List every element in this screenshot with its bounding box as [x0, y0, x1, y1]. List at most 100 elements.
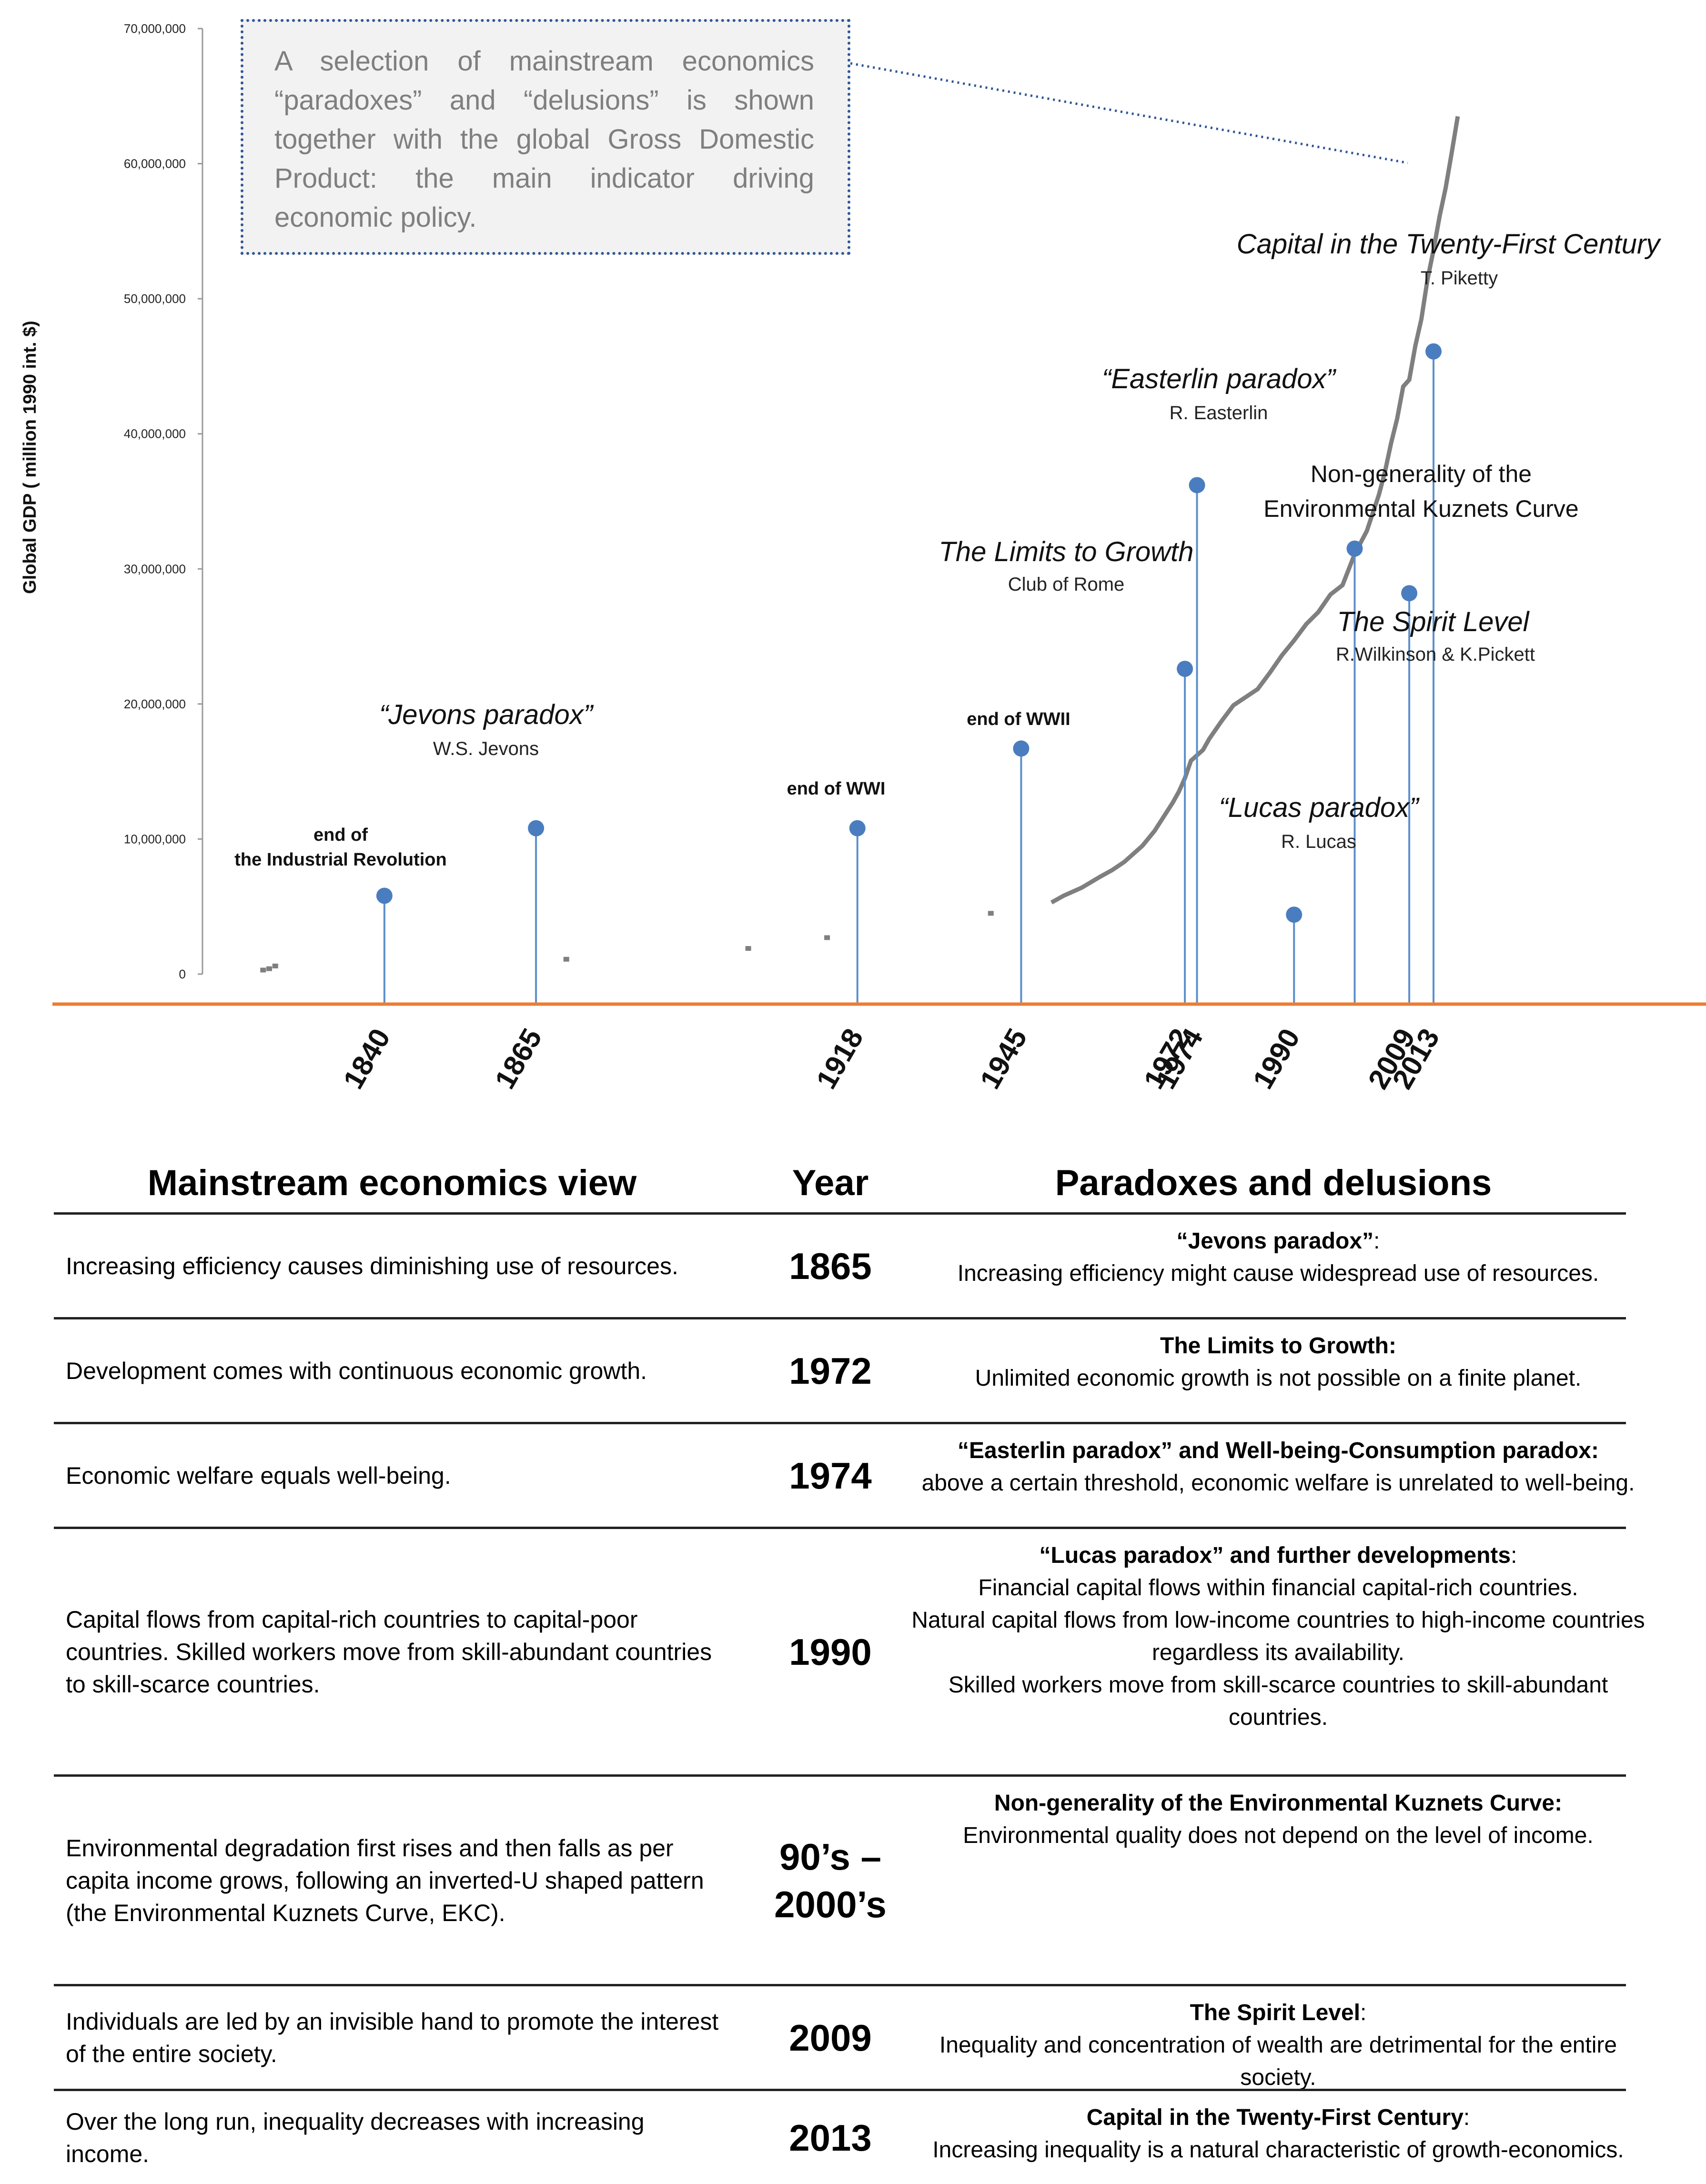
- table-row: Individuals are led by an invisible hand…: [54, 1984, 1626, 2090]
- cell-mainstream-view: Economic welfare equals well-being.: [66, 1462, 451, 1489]
- info-box-connector: [850, 62, 1408, 164]
- y-tick-label: 30,000,000: [124, 562, 186, 576]
- gdp-point: [745, 946, 751, 951]
- annotation-ekc-line2: Environmental Kuznets Curve: [1263, 495, 1578, 522]
- paradox-title-suffix: :: [1511, 1543, 1517, 1568]
- paradox-title: “Lucas paradox” and further developments: [1039, 1543, 1511, 1568]
- cell-year: 1974: [789, 1454, 872, 1497]
- cell-year: 1990: [789, 1630, 872, 1673]
- table-row: Development comes with continuous econom…: [54, 1317, 1626, 1422]
- annotation-piketty-title: Capital in the Twenty-First Century: [1237, 229, 1662, 260]
- annotation-piketty-author: T. Piketty: [1421, 268, 1498, 289]
- annotation-easterlin-author: R. Easterlin: [1170, 403, 1268, 423]
- y-tick-label: 0: [179, 967, 186, 981]
- event-marker: [1013, 740, 1030, 757]
- annotation-lucas-title: “Lucas paradox”: [1219, 792, 1420, 823]
- annotation-limits-author: Club of Rome: [1008, 574, 1125, 595]
- y-tick-label: 60,000,000: [124, 157, 186, 171]
- cell-year: 90’s – 2000’s: [774, 1835, 887, 1925]
- annotation-spirit-level-title: The Spirit Level: [1337, 606, 1530, 637]
- gdp-chart: 0 10,000,000 20,000,000 30,000,000 40,000,00…: [20, 21, 1706, 1094]
- event-marker: [1401, 585, 1418, 602]
- gdp-point: [563, 956, 569, 962]
- gdp-point: [266, 966, 273, 971]
- annotation-end-of-wwi: end of WWI: [787, 779, 886, 799]
- x-tick-label: 1918: [810, 1023, 869, 1094]
- event-marker: [1189, 477, 1205, 493]
- paradox-title-suffix: :: [1463, 2105, 1470, 2130]
- table-row: Capital flows from capital-rich countrie…: [54, 1527, 1645, 1774]
- y-tick-label: 20,000,000: [124, 697, 186, 711]
- cell-paradox: The Spirit Level: Inequality and concentr…: [911, 1997, 1645, 2094]
- paradox-title: The Limits to Growth:: [1160, 1333, 1396, 1359]
- annotation-ekc-line1: Non-generality of the: [1311, 461, 1532, 487]
- x-tick-label: 1840: [337, 1023, 396, 1094]
- gdp-point: [988, 911, 994, 916]
- cell-paradox: The Limits to Growth: Unlimited economic …: [911, 1330, 1645, 1395]
- gdp-point: [260, 967, 266, 973]
- x-tick-label: 1990: [1247, 1023, 1306, 1094]
- cell-paradox: “Lucas paradox” and further developments…: [911, 1540, 1645, 1734]
- cell-mainstream-view: Over the long run, inequality decreases …: [66, 2108, 645, 2167]
- paradox-body: above a certain threshold, economic welf…: [921, 1470, 1635, 1496]
- annotation-end-of-wwii: end of WWII: [967, 709, 1070, 729]
- table-header: Mainstream economics view Year Paradoxes…: [54, 1162, 1626, 1212]
- cell-year: 1865: [789, 1245, 872, 1287]
- gdp-scatter-points: [260, 911, 994, 973]
- x-tick-label: 1945: [974, 1023, 1033, 1094]
- cell-year: 2009: [789, 2016, 872, 2059]
- paradox-title-suffix: :: [1360, 2000, 1367, 2025]
- annotation-industrial-revolution-line2: the Industrial Revolution: [234, 850, 446, 870]
- annotation-jevons-author: W.S. Jevons: [433, 738, 539, 759]
- table-body: Increasing efficiency causes diminishing…: [54, 1212, 1645, 2184]
- cell-mainstream-view: Capital flows from capital-rich countrie…: [66, 1606, 712, 1698]
- paradox-body: Inequality and concentration of wealth a…: [939, 2033, 1617, 2090]
- info-box-text: A selection of mainstream economics “par…: [274, 46, 814, 233]
- paradox-title: Capital in the Twenty-First Century: [1086, 2105, 1464, 2130]
- paradox-body: Unlimited economic growth is not possibl…: [975, 1366, 1582, 1391]
- y-ticks: 0 10,000,000 20,000,000 30,000,000 40,000,00…: [124, 21, 202, 981]
- event-marker: [849, 820, 866, 836]
- paradox-title: “Easterlin paradox” and Well-being-Consu…: [958, 1438, 1599, 1463]
- cell-paradox: “Easterlin paradox” and Well-being-Consu…: [911, 1435, 1645, 1500]
- cell-year: 2013: [789, 2116, 872, 2159]
- annotation-limits-title: The Limits to Growth: [939, 536, 1193, 567]
- cell-mainstream-view: Individuals are led by an invisible hand…: [66, 2008, 719, 2067]
- header-year: Year: [792, 1163, 869, 1203]
- y-tick-label: 70,000,000: [124, 21, 186, 36]
- annotation-spirit-level-author: R.Wilkinson & K.Pickett: [1336, 644, 1535, 665]
- paradox-body: Increasing efficiency might cause widesp…: [957, 1261, 1599, 1286]
- event-marker: [1346, 540, 1363, 557]
- header-mainstream-view: Mainstream economics view: [147, 1163, 637, 1203]
- cell-mainstream-view: Increasing efficiency causes diminishing…: [66, 1252, 678, 1279]
- annotation-industrial-revolution-line1: end of: [313, 825, 368, 845]
- y-axis-label: Global GDP ( million 1990 int. $): [20, 321, 40, 594]
- cell-year: 1972: [789, 1349, 872, 1392]
- gdp-point: [824, 935, 830, 940]
- annotation-jevons-title: “Jevons paradox”: [379, 699, 594, 730]
- paradox-title-suffix: :: [1373, 1228, 1380, 1254]
- paradox-title: Non-generality of the Environmental Kuzn…: [994, 1791, 1563, 1816]
- paradox-table: Mainstream economics view Year Paradoxes…: [54, 1162, 1645, 2184]
- event-marker: [1177, 661, 1193, 677]
- gdp-line: [1050, 116, 1460, 905]
- annotation-easterlin-title: “Easterlin paradox”: [1102, 363, 1337, 394]
- paradox-body: Increasing inequality is a natural chara…: [932, 2137, 1624, 2163]
- cell-paradox: Capital in the Twenty-First Century: Incr…: [911, 2102, 1645, 2166]
- paradox-body: Environmental quality does not depend on…: [963, 1823, 1594, 1848]
- table-row: Over the long run, inequality decreases …: [54, 2089, 1626, 2184]
- event-marker: [376, 887, 393, 904]
- cell-mainstream-view: Environmental degradation first rises an…: [66, 1834, 704, 1926]
- x-tick-label: 1865: [489, 1023, 548, 1094]
- cell-paradox: Non-generality of the Environmental Kuzn…: [911, 1787, 1645, 1852]
- paradox-title: “Jevons paradox”: [1176, 1228, 1374, 1254]
- table-row: Environmental degradation first rises an…: [54, 1774, 1626, 1984]
- annotation-lucas-author: R. Lucas: [1281, 831, 1356, 852]
- info-box: A selection of mainstream economics “par…: [241, 19, 850, 255]
- cell-paradox: “Jevons paradox”: Increasing efficiency m…: [911, 1225, 1645, 1290]
- event-marker: [1286, 906, 1302, 923]
- table-row: Economic welfare equals well-being. 1974 “…: [54, 1422, 1635, 1527]
- gdp-point: [272, 963, 278, 968]
- cell-mainstream-view: Development comes with continuous econom…: [66, 1357, 647, 1384]
- event-marker: [1425, 343, 1442, 360]
